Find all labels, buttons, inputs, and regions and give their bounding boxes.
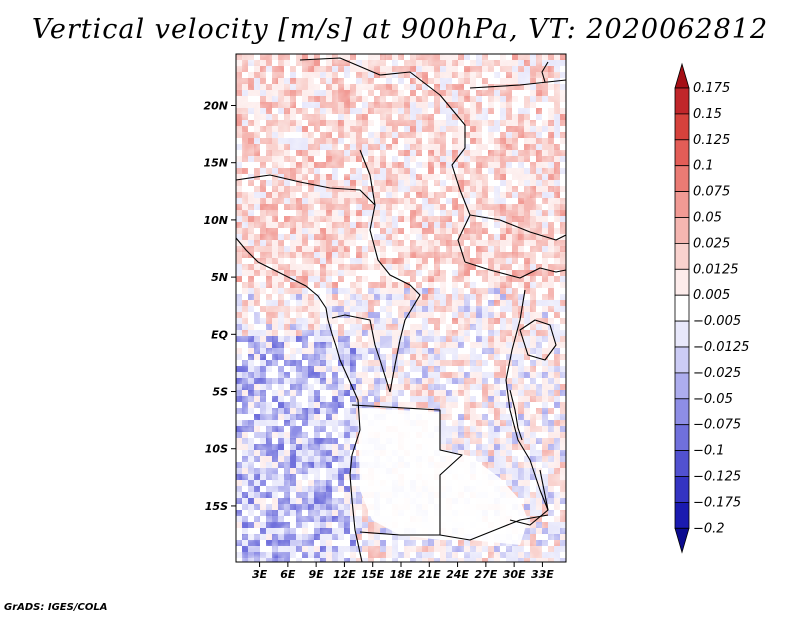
- colorbar-label: −0.125: [693, 470, 741, 485]
- colorbar-box: [674, 450, 690, 477]
- colorbar-box: [674, 217, 690, 244]
- colorbar-label: −0.0125: [693, 340, 749, 355]
- border-east-2: [469, 214, 566, 241]
- lon-tick-label: 15E: [361, 568, 384, 581]
- lon-tick-label: 30E: [503, 568, 526, 581]
- border-south: [359, 514, 549, 541]
- colorbar-box: [674, 346, 690, 374]
- colorbar-label: −0.005: [693, 314, 741, 329]
- latitude-axis: 20N 15N 10N 5N EQ 5S 10S 15S: [203, 99, 236, 513]
- colorbar-box: [674, 320, 690, 348]
- colorbar-box: [674, 398, 690, 426]
- border-lake-malawi: [539, 469, 549, 511]
- colorbar-label: 0.125: [693, 133, 730, 148]
- colorbar-label: 0.05: [693, 211, 722, 226]
- chart-title: Vertical velocity [m/s] at 900hPa, VT: 2…: [31, 14, 769, 45]
- colorbar-bottom-arrow: [674, 527, 690, 554]
- colorbar-label: −0.05: [693, 392, 733, 407]
- border-drc-east: [505, 289, 549, 526]
- colorbar-label: −0.175: [693, 495, 741, 510]
- border-lake-tanganyika: [509, 389, 523, 441]
- central-border-lines: [236, 174, 421, 393]
- colorbar-label: −0.075: [693, 418, 741, 433]
- colorbar-box: [674, 424, 690, 452]
- border-angola: [351, 404, 463, 535]
- colorbar-box: [674, 139, 690, 167]
- border-east-1: [464, 261, 566, 279]
- lon-tick-label: 21E: [418, 568, 441, 581]
- colorbar-box: [674, 165, 690, 192]
- northern-border-lines: [299, 57, 471, 263]
- colorbar-box: [674, 113, 690, 141]
- border-north-east: [469, 79, 566, 89]
- lon-tick-label: 9E: [309, 568, 325, 581]
- lon-tick-label: 6E: [280, 568, 296, 581]
- lat-tick-label: 15N: [203, 157, 228, 170]
- near-zero-region: [358, 408, 528, 545]
- colorbar-box: [674, 501, 690, 529]
- border-sudan-chad: [359, 149, 376, 206]
- colorbar-label: 0.025: [693, 236, 730, 251]
- west-african-coast: [236, 237, 363, 562]
- colorbar-box: [674, 268, 690, 296]
- colorbar-box: [674, 476, 690, 503]
- map-panel: [236, 54, 566, 562]
- colorbar-label: 0.175: [693, 81, 730, 96]
- colorbar-label: −0.025: [693, 366, 741, 381]
- longitude-axis: 3E 6E 9E 12E 15E 18E 21E 24E 27E 30E 33E: [252, 562, 554, 581]
- colorbar-box: [674, 87, 690, 115]
- border-congo: [331, 314, 391, 393]
- coastline-and-borders: [236, 57, 566, 562]
- colorbar-label: 0.15: [693, 107, 722, 122]
- colorbar-label: −0.1: [693, 444, 725, 459]
- lon-tick-label: 18E: [390, 568, 413, 581]
- colorbar-box: [674, 191, 690, 218]
- colorbar-label: 0.005: [693, 288, 730, 303]
- lat-tick-label: EQ: [211, 328, 228, 341]
- lon-tick-label: 3E: [252, 568, 268, 581]
- lat-tick-label: 5N: [211, 271, 228, 284]
- lat-tick-label: 10S: [205, 443, 228, 456]
- colorbar-label: 0.0125: [693, 262, 739, 277]
- border-lake-victoria: [519, 319, 557, 361]
- lat-tick-label: 15S: [205, 500, 228, 513]
- lat-tick-label: 10N: [203, 214, 228, 227]
- colorbar-box: [674, 294, 690, 322]
- lat-tick-label: 20N: [203, 99, 228, 112]
- colorbar-box: [674, 372, 690, 400]
- lon-tick-label: 27E: [474, 568, 497, 581]
- lon-tick-label: 33E: [531, 568, 554, 581]
- footer-credit: GrADS: IGES/COLA: [4, 602, 108, 613]
- colorbar-label: −0.2: [693, 521, 725, 536]
- colorbar-label: 0.1: [693, 159, 714, 174]
- colorbar-box: [674, 242, 690, 270]
- colorbar: 0.175 0.15 0.125 0.1 0.075 0.05 0.025 0.0125 0.0…: [674, 62, 749, 554]
- lon-tick-label: 24E: [446, 568, 469, 581]
- colorbar-label: 0.075: [693, 185, 730, 200]
- lat-tick-label: 5S: [212, 386, 228, 399]
- colorbar-top-arrow: [674, 62, 690, 89]
- lon-tick-label: 12E: [333, 568, 356, 581]
- border-ne-corner: [541, 61, 549, 83]
